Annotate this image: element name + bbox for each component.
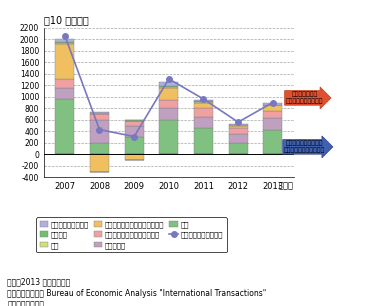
Bar <box>125 125 144 137</box>
Text: （年）: （年） <box>279 181 294 190</box>
Bar <box>159 108 178 120</box>
Bar <box>90 155 109 172</box>
Bar <box>194 108 213 117</box>
Text: （10 億ドル）: （10 億ドル） <box>44 15 89 25</box>
Bar <box>194 101 213 102</box>
Bar <box>229 134 248 143</box>
Bar <box>229 143 248 155</box>
Bar <box>263 111 282 118</box>
Bar <box>159 86 178 87</box>
Bar <box>194 103 213 108</box>
Bar <box>159 88 178 100</box>
Bar <box>263 130 282 155</box>
Text: 備考：2013 年は速報値。: 備考：2013 年は速報値。 <box>7 277 70 286</box>
Bar <box>263 118 282 130</box>
米国への対内投資全体 <box>167 77 171 81</box>
Text: 海外からの投資
（米国への資本流入）: 海外からの投資 （米国への資本流入） <box>286 92 323 104</box>
米国への対内投資全体 <box>236 120 240 124</box>
米国への対内投資全体 <box>132 135 137 138</box>
Bar <box>194 102 213 103</box>
Legend: その他（含カナダ）, アフリカ, 中東, ラテンアメリカ・その他西半球, アジア太平洋（日・中除く）, 日本＋中国, 欧州, 米国への対内投資全体: その他（含カナダ）, アフリカ, 中東, ラテンアメリカ・その他西半球, アジア… <box>36 218 226 252</box>
Bar <box>229 125 248 129</box>
Bar <box>55 43 75 44</box>
Bar <box>90 112 109 113</box>
Bar <box>229 129 248 134</box>
米国への対内投資全体 <box>63 34 67 37</box>
米国への対内投資全体 <box>97 128 102 132</box>
Bar <box>55 88 75 99</box>
Text: 資料：米国商務省 Bureau of Economic Analysis "International Transactions": 資料：米国商務省 Bureau of Economic Analysis "In… <box>7 289 266 298</box>
Bar <box>55 99 75 155</box>
Bar <box>263 105 282 111</box>
Bar <box>55 79 75 88</box>
Bar <box>159 82 178 86</box>
Bar <box>263 103 282 105</box>
Bar <box>125 121 144 125</box>
Bar <box>90 114 109 120</box>
Bar <box>194 117 213 129</box>
Bar <box>159 120 178 155</box>
Bar <box>55 44 75 79</box>
Bar <box>55 42 75 43</box>
Text: から作成。: から作成。 <box>7 300 44 306</box>
Bar <box>194 100 213 101</box>
米国への対内投資全体 <box>201 97 206 101</box>
Text: 海外による投資引揚げ
（米国からの資本流出）: 海外による投資引揚げ （米国からの資本流出） <box>284 141 325 153</box>
Bar <box>125 137 144 155</box>
米国への対内投資全体 <box>270 101 275 104</box>
Bar <box>159 87 178 88</box>
Bar <box>159 100 178 108</box>
Bar <box>90 120 109 143</box>
Bar <box>194 129 213 155</box>
Line: 米国への対内投資全体: 米国への対内投資全体 <box>62 33 276 139</box>
Bar <box>90 143 109 155</box>
Bar <box>229 124 248 125</box>
Bar <box>55 39 75 42</box>
Bar <box>125 155 144 160</box>
